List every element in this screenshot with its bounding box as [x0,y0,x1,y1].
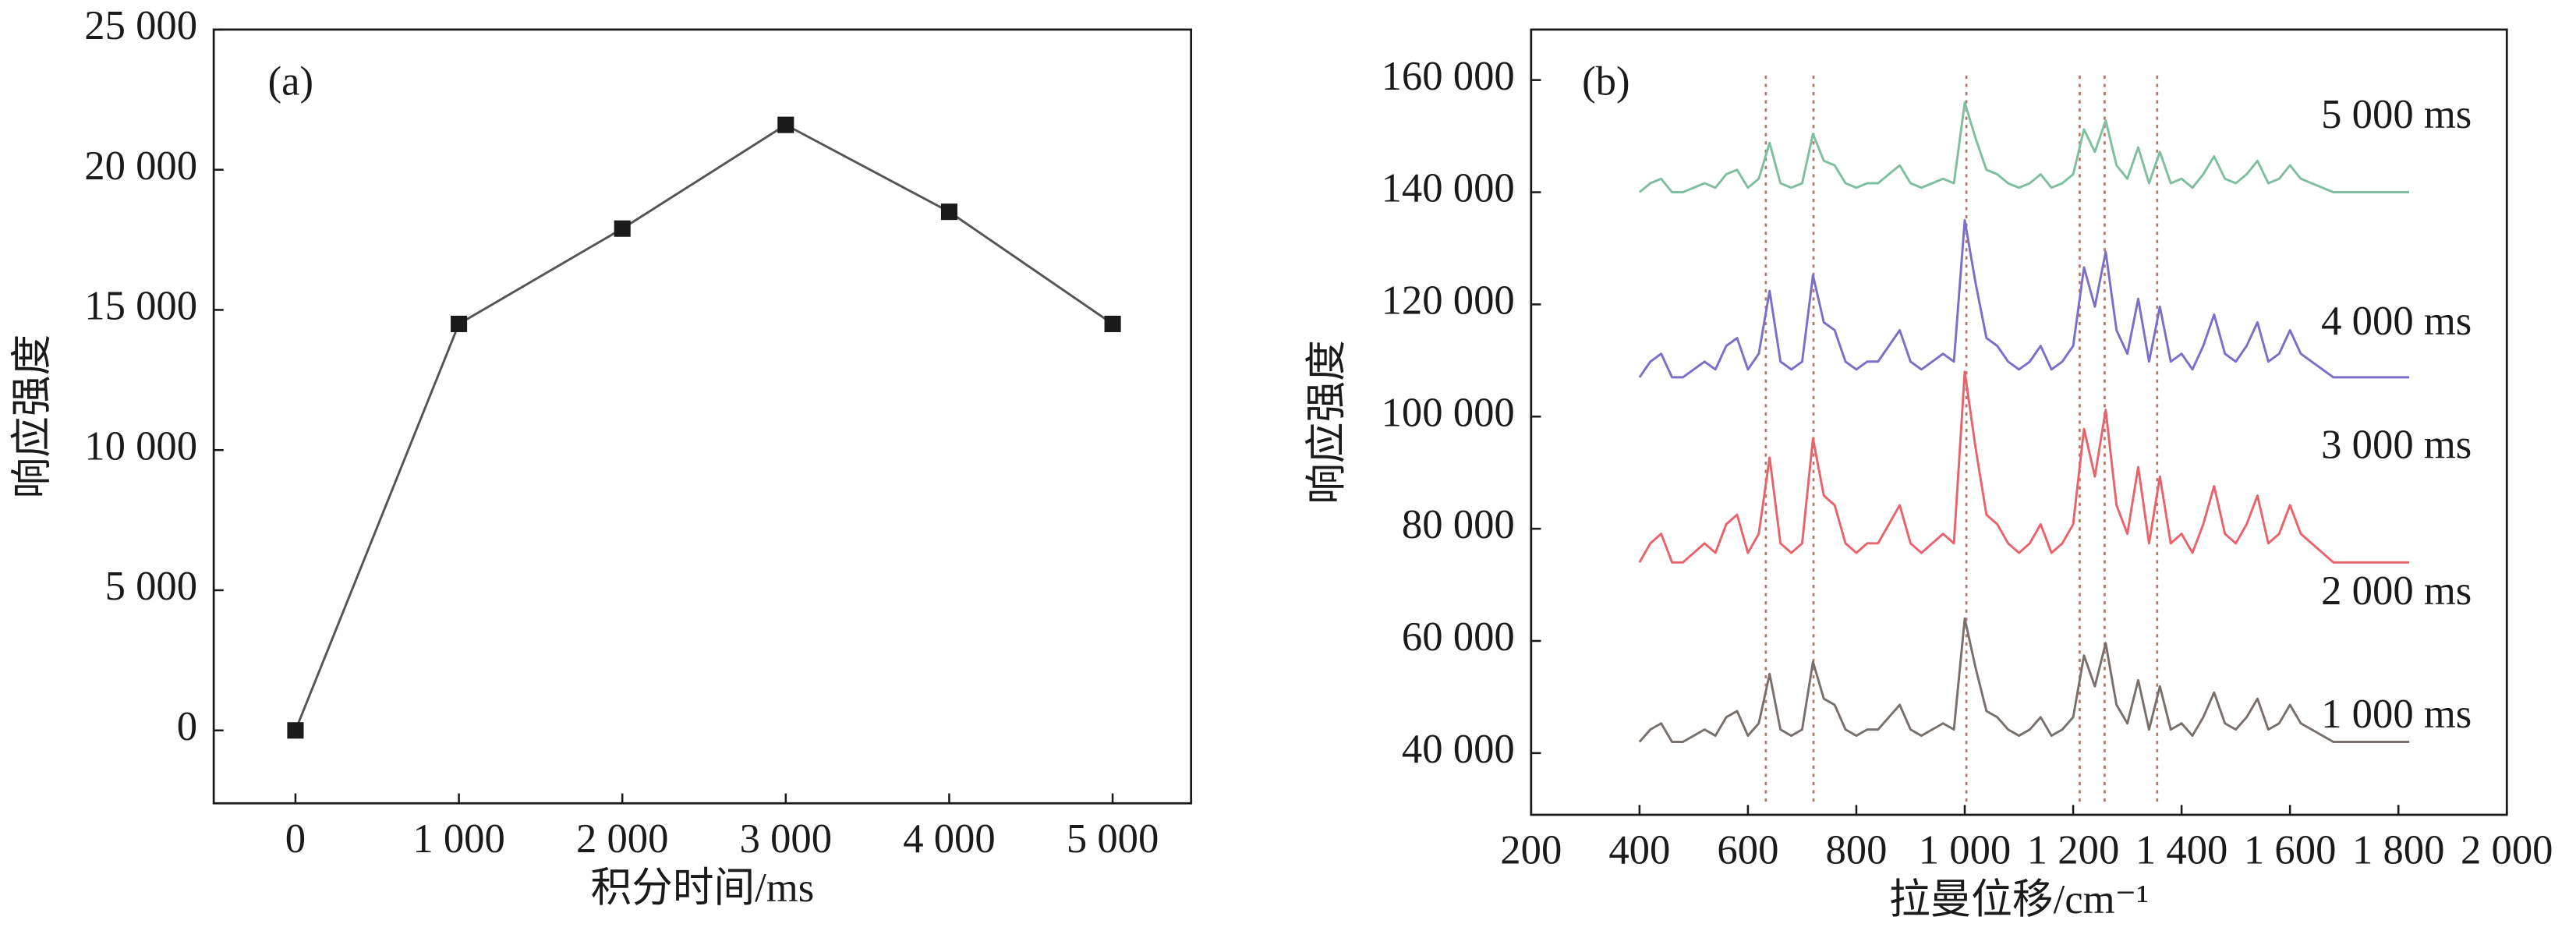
x-tick-label: 1 000 [1919,828,2011,873]
data-marker [451,315,468,332]
y-tick-label: 25 000 [84,3,197,48]
y-tick-label: 40 000 [1402,727,1515,772]
panel-label: (b) [1582,59,1629,104]
series-label: 1 000 ms [2321,692,2472,737]
spectrum-line [1638,617,2410,743]
y-tick-label: 20 000 [84,143,197,189]
x-tick-label: 1 200 [2027,828,2119,873]
x-tick-label: 0 [285,816,306,862]
x-tick-label: 1 400 [2135,828,2227,873]
x-tick-label: 1 600 [2244,828,2336,873]
data-line [294,123,1113,731]
x-tick-label: 1 800 [2352,828,2444,873]
y-tick-label: 80 000 [1402,502,1515,547]
data-marker [1104,315,1121,332]
y-tick-label: 120 000 [1382,278,1515,323]
x-tick-label: 5 000 [1067,816,1159,862]
x-tick-label: 3 000 [740,816,832,862]
y-tick-label: 5 000 [105,564,197,609]
y-tick-label: 10 000 [84,423,197,469]
x-tick-label: 1 000 [412,816,504,862]
x-tick-label: 400 [1608,828,1670,873]
x-tick-label: 4 000 [903,816,995,862]
plot-frame [212,28,1193,805]
x-tick-label: 600 [1717,828,1778,873]
spectrum-line [1638,370,2410,564]
data-marker [940,204,957,221]
data-marker [614,220,631,237]
x-axis-title: 积分时间/ms [591,865,815,911]
data-marker [287,722,304,739]
x-tick-label: 2 000 [2461,828,2553,873]
spectrum-line [1638,219,2410,379]
data-marker [777,116,794,133]
x-tick-label: 2 000 [576,816,668,862]
series-label: 2 000 ms [2321,568,2472,614]
y-tick-label: 0 [177,704,197,749]
series-label: 4 000 ms [2321,299,2472,344]
y-tick-label: 15 000 [84,284,197,329]
y-tick-label: 100 000 [1382,390,1515,435]
plot-frame [1530,28,2508,816]
y-tick-label: 160 000 [1382,54,1515,99]
x-tick-label: 200 [1500,828,1562,873]
y-tick-label: 60 000 [1402,614,1515,660]
y-tick-label: 140 000 [1382,166,1515,211]
series-label: 3 000 ms [2321,422,2472,467]
y-axis-title: 响应强度 [10,334,55,499]
panel-label: (a) [268,59,313,104]
series-label: 5 000 ms [2321,92,2472,137]
spectrum-line [1638,101,2410,194]
x-axis-title: 拉曼位移/cm⁻¹ [1889,877,2149,922]
x-tick-label: 800 [1825,828,1887,873]
y-axis-title: 响应强度 [1304,340,1350,504]
